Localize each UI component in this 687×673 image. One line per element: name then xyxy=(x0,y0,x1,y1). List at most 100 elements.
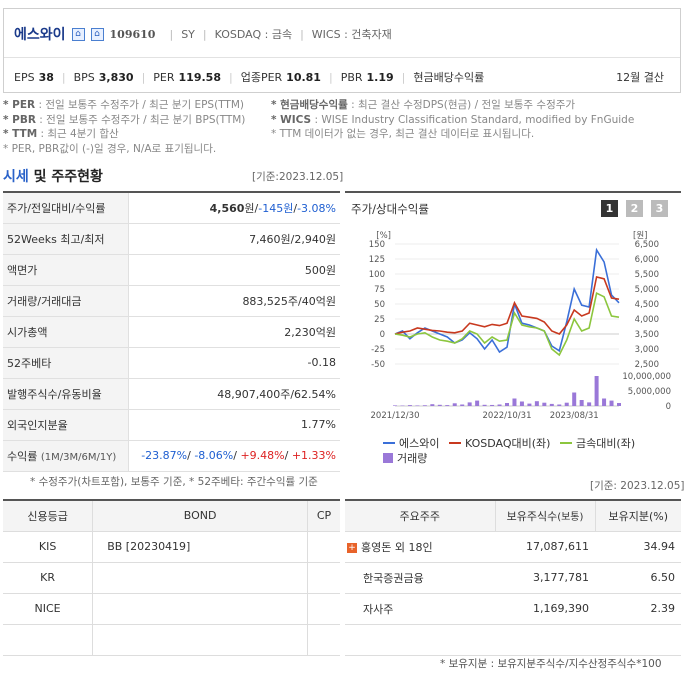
bps-label: BPS xyxy=(73,70,95,84)
table-header-row: 주요주주 보유주식수(보통) 보유지분(%) xyxy=(345,500,681,532)
col-header-sub: (보통) xyxy=(557,511,584,523)
note-text: : 최근 결산 수정DPS(현금) / 전일 보통주 수정주가 xyxy=(351,99,576,111)
return-1y: +1.33% xyxy=(291,449,336,462)
note-text: * PER, PBR값이 (-)일 경우, N/A로 표기됩니다. xyxy=(3,142,217,155)
agency xyxy=(3,624,94,656)
volume-bar xyxy=(460,404,465,406)
pbr-label: PBR xyxy=(340,70,363,84)
per-value: 119.58 xyxy=(178,70,221,84)
volume-bar xyxy=(617,403,621,406)
series-line xyxy=(394,276,620,335)
unit: 원 xyxy=(244,201,255,215)
stock-header: 에스와이 ⌂ ⌂ 109610 | SY | KOSDAQ : 금속 | WICS : 건… xyxy=(3,8,681,93)
return-6m: +9.48% xyxy=(240,449,285,462)
table-row: 52주베타 -0.18 xyxy=(3,347,340,379)
volume-bar xyxy=(497,404,502,406)
right-tick-label: 5,500 xyxy=(635,270,659,280)
price-chart: [%] [원] 150 125 100 75 50 25 0 -25 -50 6,500 6,000 5,… xyxy=(369,231,671,421)
right-tick-label: 5,000 xyxy=(635,285,659,295)
volume-bar xyxy=(527,403,532,406)
ticker: SY xyxy=(181,28,195,41)
bond-rating xyxy=(92,624,309,656)
note-term: * TTM xyxy=(3,128,38,140)
base-date: [기준:2023.12.05] xyxy=(252,171,344,183)
volume-bar xyxy=(587,402,592,406)
holder-pct: 34.94 xyxy=(595,531,681,563)
home-icon[interactable]: ⌂ xyxy=(71,27,85,41)
chart-title: 주가/상대수익률 xyxy=(351,202,429,216)
expand-icon[interactable]: + xyxy=(347,542,357,553)
bond-rating xyxy=(92,593,309,625)
col-header: 보유지분(%) xyxy=(595,500,681,532)
row-value: 2,230억원 xyxy=(128,316,340,348)
row-label: 액면가 xyxy=(3,254,129,286)
table-row: + 홍영돈 외 18인 17,087,611 34.94 xyxy=(345,531,681,563)
holder-name[interactable]: + 홍영돈 외 18인 xyxy=(345,531,495,563)
company-name[interactable]: 에스와이 xyxy=(14,27,66,43)
row-label: 거래량/거래대금 xyxy=(3,285,129,317)
x-tick-label: 2023/08/31 xyxy=(550,411,599,421)
holder-shares xyxy=(495,624,595,656)
holder-shares: 3,177,781 xyxy=(495,562,595,594)
row-value: 1.77% xyxy=(128,409,340,441)
left-tick-label: 75 xyxy=(374,285,385,295)
cp-rating xyxy=(307,593,340,625)
volume-bar xyxy=(475,400,480,406)
definitions-notes: * PER : 전일 보통주 수정주가 / 최근 분기 EPS(TTM) * 현… xyxy=(3,98,683,156)
row-value: 48,907,400주/62.54% xyxy=(128,378,340,410)
left-tick-label: -25 xyxy=(371,345,385,355)
x-tick-label: 2021/12/30 xyxy=(371,411,420,421)
series-line xyxy=(394,247,620,354)
note-text: : 최근 4분기 합산 xyxy=(40,128,119,140)
section-title-rest: 및 주주현황 xyxy=(28,169,103,185)
ir-icon[interactable]: ⌂ xyxy=(90,27,104,41)
volume-bar xyxy=(430,404,435,406)
volume-bar xyxy=(467,402,472,406)
volume-bar xyxy=(549,403,554,406)
volume-tick-label: 5,000,000 xyxy=(628,387,671,397)
legend-swatch xyxy=(383,453,393,463)
volume-bar xyxy=(393,405,397,406)
legend-label: KOSDAQ대비(좌) xyxy=(464,436,551,450)
legend-item: 에스와이 xyxy=(383,436,439,451)
section-title: 시세 및 주주현황 xyxy=(3,166,103,186)
change-value: -145 xyxy=(258,201,284,215)
chart-tab-3[interactable]: 3 xyxy=(651,200,668,217)
holder-name xyxy=(345,624,495,656)
row-value: -0.18 xyxy=(128,347,340,379)
chart-tab-1[interactable]: 1 xyxy=(601,200,618,217)
left-tick-label: 50 xyxy=(374,300,385,310)
volume-tick-label: 10,000,000 xyxy=(622,372,671,382)
row-label: 52주베타 xyxy=(3,347,129,379)
table-row: 액면가 500원 xyxy=(3,254,340,286)
series-line xyxy=(394,292,620,357)
col-header-main: 보유주식수 xyxy=(506,509,558,523)
row-label: 주가/전일대비/수익률 xyxy=(3,192,129,224)
settlement-month: 12월 결산 xyxy=(616,71,664,84)
table-row: 주가/전일대비/수익률 4,560원/-145원/-3.08% xyxy=(3,192,340,224)
title-row: 에스와이 ⌂ ⌂ 109610 | SY | KOSDAQ : 금속 | WICS : 건… xyxy=(14,24,392,44)
note-text: : 전일 보통주 수정주가 / 최근 분기 BPS(TTM) xyxy=(39,113,246,126)
chart-panel: 주가/상대수익률 1 2 3 [%] [원] 150 125 100 75 50 25 0 -25… xyxy=(345,191,681,468)
table-row: NICE xyxy=(3,593,340,625)
volume-bar xyxy=(594,376,599,406)
cp-rating xyxy=(307,531,340,563)
note-term: * 현금배당수익률 xyxy=(271,99,348,111)
divider xyxy=(4,57,680,58)
right-tick-label: 6,500 xyxy=(635,240,659,250)
cp-rating xyxy=(307,562,340,594)
left-tick-label: 0 xyxy=(380,330,385,340)
holders-base-date: [기준: 2023.12.05] xyxy=(590,480,685,492)
note-text: : WISE Industry Classification Standard,… xyxy=(314,113,635,126)
legend-swatch xyxy=(448,442,461,444)
eps-value: 38 xyxy=(38,70,54,84)
volume-bar xyxy=(579,400,584,406)
legend-swatch xyxy=(559,442,572,444)
divider: | xyxy=(202,28,207,41)
volume-bar xyxy=(452,403,457,406)
note-term: * WICS xyxy=(271,113,312,126)
chart-legend: 에스와이 KOSDAQ대비(좌) 금속대비(좌) 거래량 xyxy=(383,433,641,467)
col-header: 신용등급 xyxy=(3,500,94,532)
unit: 원 xyxy=(283,201,294,215)
chart-tab-2[interactable]: 2 xyxy=(626,200,643,217)
